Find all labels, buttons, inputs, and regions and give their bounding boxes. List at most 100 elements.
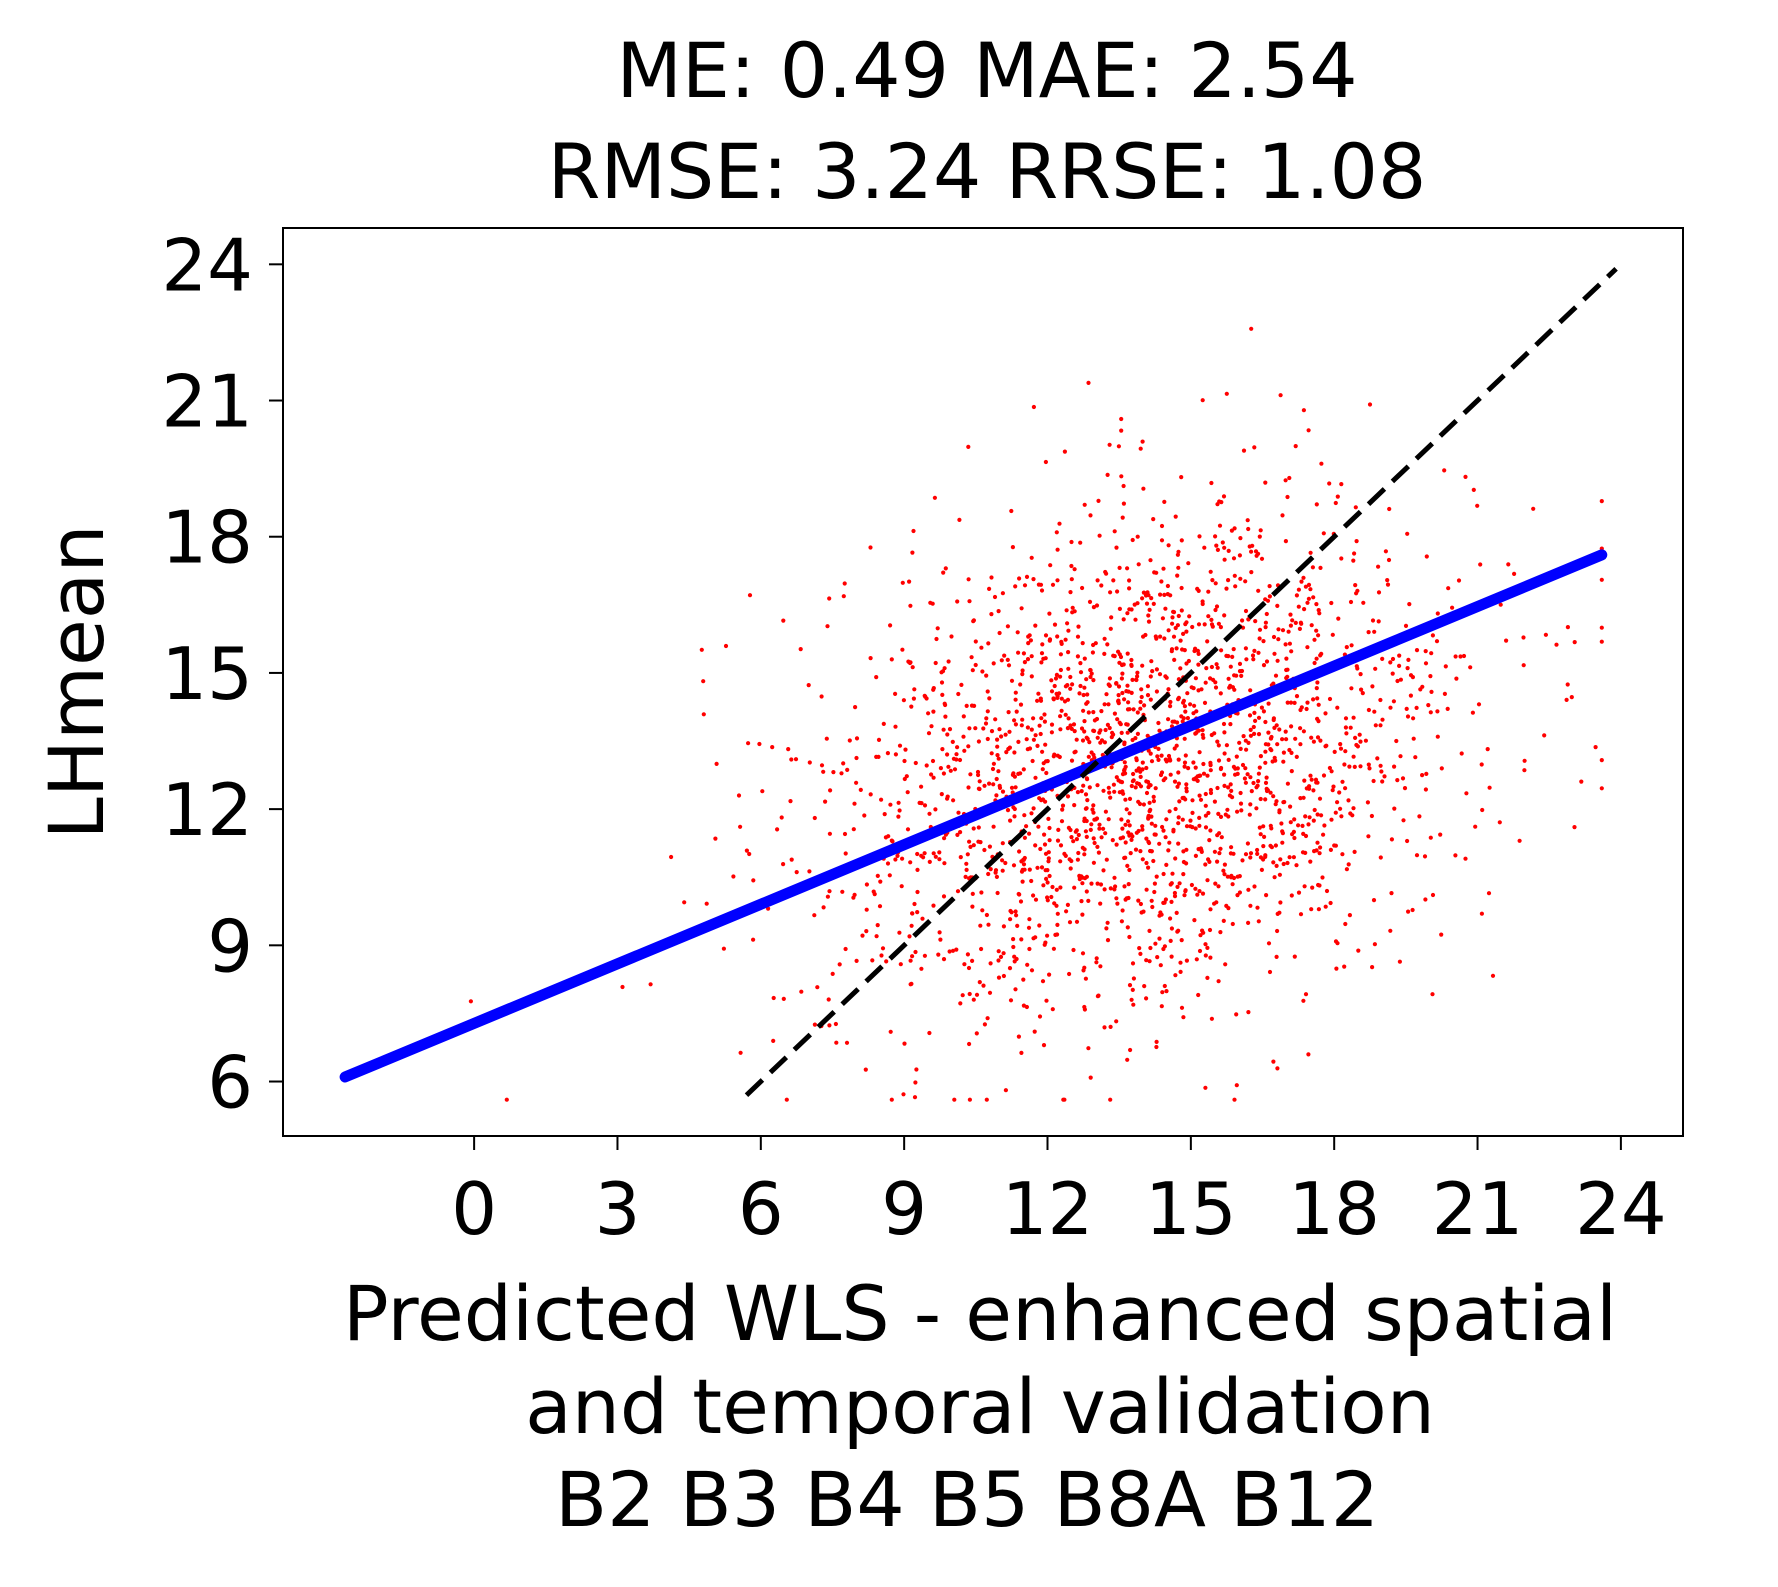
scatter-point: [1176, 697, 1181, 702]
scatter-point: [1006, 710, 1011, 715]
scatter-point: [1111, 578, 1116, 583]
scatter-point: [1191, 711, 1196, 716]
scatter-point: [1308, 587, 1313, 592]
scatter-point: [1314, 502, 1319, 507]
scatter-point: [976, 772, 981, 778]
scatter-point: [1264, 611, 1269, 617]
scatter-point: [1088, 1075, 1093, 1080]
scatter-point: [1120, 690, 1125, 696]
scatter-point: [1366, 707, 1371, 713]
scatter-point: [1298, 912, 1304, 917]
x-axis-label: Predicted WLS - enhanced spatial and tem…: [343, 1269, 1617, 1544]
scatter-point: [1353, 505, 1358, 510]
scatter-point: [893, 724, 898, 729]
scatter-point: [1203, 813, 1208, 818]
scatter-point: [1259, 867, 1264, 873]
scatter-point: [1091, 860, 1096, 865]
scatter-point: [1261, 824, 1266, 829]
scatter-point: [1080, 912, 1085, 917]
scatter-point: [927, 1030, 932, 1036]
scatter-point: [1388, 705, 1393, 710]
scatter-point: [910, 911, 915, 916]
scatter-point: [830, 971, 835, 977]
scatter-point: [1160, 616, 1165, 621]
scatter-point: [1119, 919, 1124, 924]
scatter-point: [1262, 834, 1267, 840]
scatter-point: [1367, 402, 1373, 407]
scatter-point: [1027, 867, 1032, 872]
scatter-point: [1265, 598, 1271, 603]
scatter-point: [1266, 742, 1271, 747]
scatter-point: [1367, 766, 1372, 771]
scatter-point: [1136, 562, 1141, 567]
scatter-point: [1082, 656, 1087, 661]
scatter-point: [1108, 626, 1113, 631]
scatter-point: [931, 709, 936, 714]
scatter-point: [1302, 778, 1307, 783]
scatter-point: [1343, 749, 1348, 754]
scatter-point: [1349, 686, 1354, 691]
scatter-point: [1216, 621, 1221, 626]
scatter-point: [1179, 714, 1184, 719]
scatter-point: [1098, 964, 1103, 969]
scatter-point: [1043, 742, 1048, 747]
scatter-point: [1366, 630, 1371, 635]
scatter-point: [1037, 1014, 1043, 1019]
scatter-point: [1058, 843, 1064, 848]
scatter-point: [980, 908, 985, 913]
scatter-point: [994, 776, 999, 782]
scatter-point: [1201, 735, 1206, 740]
scatter-point: [1206, 614, 1211, 619]
scatter-point: [1055, 547, 1060, 552]
x-tick-label: 18: [1288, 1167, 1380, 1251]
scatter-point: [1256, 771, 1261, 776]
scatter-point: [1306, 1052, 1311, 1057]
scatter-point: [1024, 737, 1029, 742]
scatter-point: [1277, 727, 1282, 732]
scatter-point: [827, 831, 833, 836]
scatter-point: [1013, 785, 1018, 790]
scatter-point: [843, 851, 848, 856]
scatter-point: [984, 1097, 989, 1102]
scatter-point: [1000, 841, 1005, 846]
scatter-point: [1048, 563, 1053, 568]
scatter-point: [1307, 815, 1312, 820]
scatter-point: [1076, 850, 1081, 856]
scatter-point: [812, 1022, 818, 1027]
scatter-point: [1252, 445, 1257, 450]
scatter-point: [1107, 725, 1112, 731]
scatter-point: [1599, 786, 1604, 791]
scatter-point: [883, 835, 889, 840]
scatter-point: [1075, 654, 1080, 659]
scatter-point: [1056, 827, 1061, 833]
scatter-point: [1414, 705, 1419, 711]
scatter-point: [1202, 545, 1207, 550]
scatter-point: [1414, 853, 1420, 858]
scatter-point: [798, 647, 803, 652]
scatter-point: [928, 600, 933, 605]
scatter-point: [1102, 887, 1107, 892]
scatter-point: [1196, 992, 1201, 998]
scatter-point: [1047, 611, 1052, 616]
scatter-point: [1185, 691, 1190, 696]
scatter-point: [1351, 715, 1356, 720]
scatter-point: [819, 694, 824, 699]
scatter-point: [1206, 810, 1211, 816]
scatter-point: [995, 753, 1000, 758]
scatter-point: [1154, 570, 1159, 575]
scatter-point: [1373, 666, 1378, 671]
scatter-point: [1168, 916, 1173, 921]
scatter-point: [1063, 853, 1068, 859]
scatter-point: [1078, 540, 1083, 545]
scatter-point: [1284, 667, 1289, 673]
scatter-point: [1089, 822, 1094, 827]
scatter-point: [1063, 637, 1068, 642]
scatter-point: [1206, 589, 1211, 594]
scatter-point: [1311, 697, 1316, 702]
scatter-point: [1311, 788, 1316, 793]
scatter-point: [1333, 939, 1339, 944]
scatter-point: [957, 517, 962, 523]
scatter-point: [985, 709, 990, 714]
scatter-point: [1209, 1016, 1214, 1021]
scatter-point: [1286, 629, 1291, 634]
